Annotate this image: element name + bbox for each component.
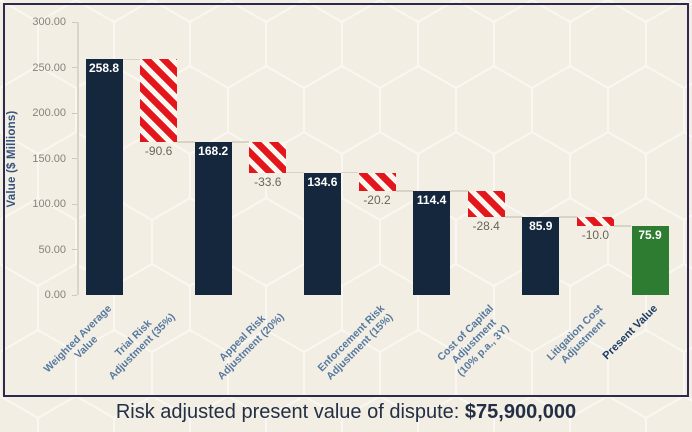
bar-subtotal-after-appeal xyxy=(303,172,341,295)
y-tick-label: 100.00 xyxy=(32,198,66,210)
y-tick-mark xyxy=(72,112,77,114)
bar-value-label: 114.4 xyxy=(416,192,447,207)
bar-cost-of-capital-adjustment xyxy=(467,190,505,217)
bar-enforcement-risk-adjustment xyxy=(358,172,396,191)
bar-value-label: -33.6 xyxy=(254,174,282,189)
bar-appeal-risk-adjustment xyxy=(249,141,287,173)
y-tick-mark xyxy=(72,294,77,296)
bar-subtotal-after-trial xyxy=(194,141,232,295)
bar-subtotal-after-cost-of-capital xyxy=(522,216,560,295)
bar-litigation-cost-adjustment xyxy=(576,216,614,226)
y-tick-mark xyxy=(72,67,77,68)
bar-value-label: 168.2 xyxy=(198,143,229,158)
connector-line xyxy=(613,225,632,227)
y-tick-label: 50.00 xyxy=(38,243,66,256)
waterfall-chart: Value ($ Millions) 300.00 250.00 200.00 150… xyxy=(6,16,669,383)
x-axis-label-text: Present Value xyxy=(600,302,661,363)
x-axis-label-text: Enforcement Risk Adjustment (15%) xyxy=(315,302,396,383)
x-axis-label-text: Cost of Capital Adjustment (10% p.a., 3Y… xyxy=(435,302,512,379)
bar-subtotal-after-enforcement xyxy=(413,190,451,295)
chart-panel xyxy=(3,3,689,397)
connector-line xyxy=(122,58,141,61)
connector-line xyxy=(450,190,468,192)
y-tick-label: 150.00 xyxy=(32,152,66,165)
bar-value-label: -10.0 xyxy=(581,227,610,242)
y-tick-label: 0.00 xyxy=(44,289,66,301)
bar-value-label: -90.6 xyxy=(144,143,173,158)
connector-line xyxy=(559,216,577,218)
connector-line xyxy=(504,216,523,218)
y-tick-label: 250.00 xyxy=(32,61,66,74)
caption-text: Risk adjusted present value of dispute: xyxy=(115,401,465,423)
y-tick-mark xyxy=(72,203,77,205)
x-axis-label-text: Litigation Cost Adjustment xyxy=(545,302,609,367)
connector-line xyxy=(395,190,414,192)
caption: Risk adjusted present value of dispute: … xyxy=(0,401,692,424)
y-tick-label: 300.00 xyxy=(32,16,66,28)
connector-line xyxy=(177,141,195,143)
y-tick-mark xyxy=(72,21,77,23)
connector-line xyxy=(231,141,250,143)
bar-trial-risk-adjustment xyxy=(140,59,178,142)
y-tick-mark xyxy=(72,249,77,250)
bar-value-label: 258.8 xyxy=(88,61,120,76)
x-axis-label-text: Appeal Risk Adjustment (20%) xyxy=(215,311,287,383)
caption-value: $75,900,000 xyxy=(464,401,577,423)
bar-value-label: 85.9 xyxy=(529,218,553,233)
bar-present-value xyxy=(631,225,669,295)
bar-weighted-average-value xyxy=(85,59,123,295)
bar-value-label: -20.2 xyxy=(363,192,391,207)
bar-value-label: 134.6 xyxy=(307,174,338,189)
y-axis-line xyxy=(77,22,79,295)
y-tick-label: 200.00 xyxy=(32,107,66,119)
bar-value-label: -28.4 xyxy=(472,218,500,233)
connector-line xyxy=(286,171,304,174)
bar-value-label: 75.9 xyxy=(638,227,662,242)
connector-line xyxy=(340,171,359,174)
y-tick-mark xyxy=(72,158,77,159)
